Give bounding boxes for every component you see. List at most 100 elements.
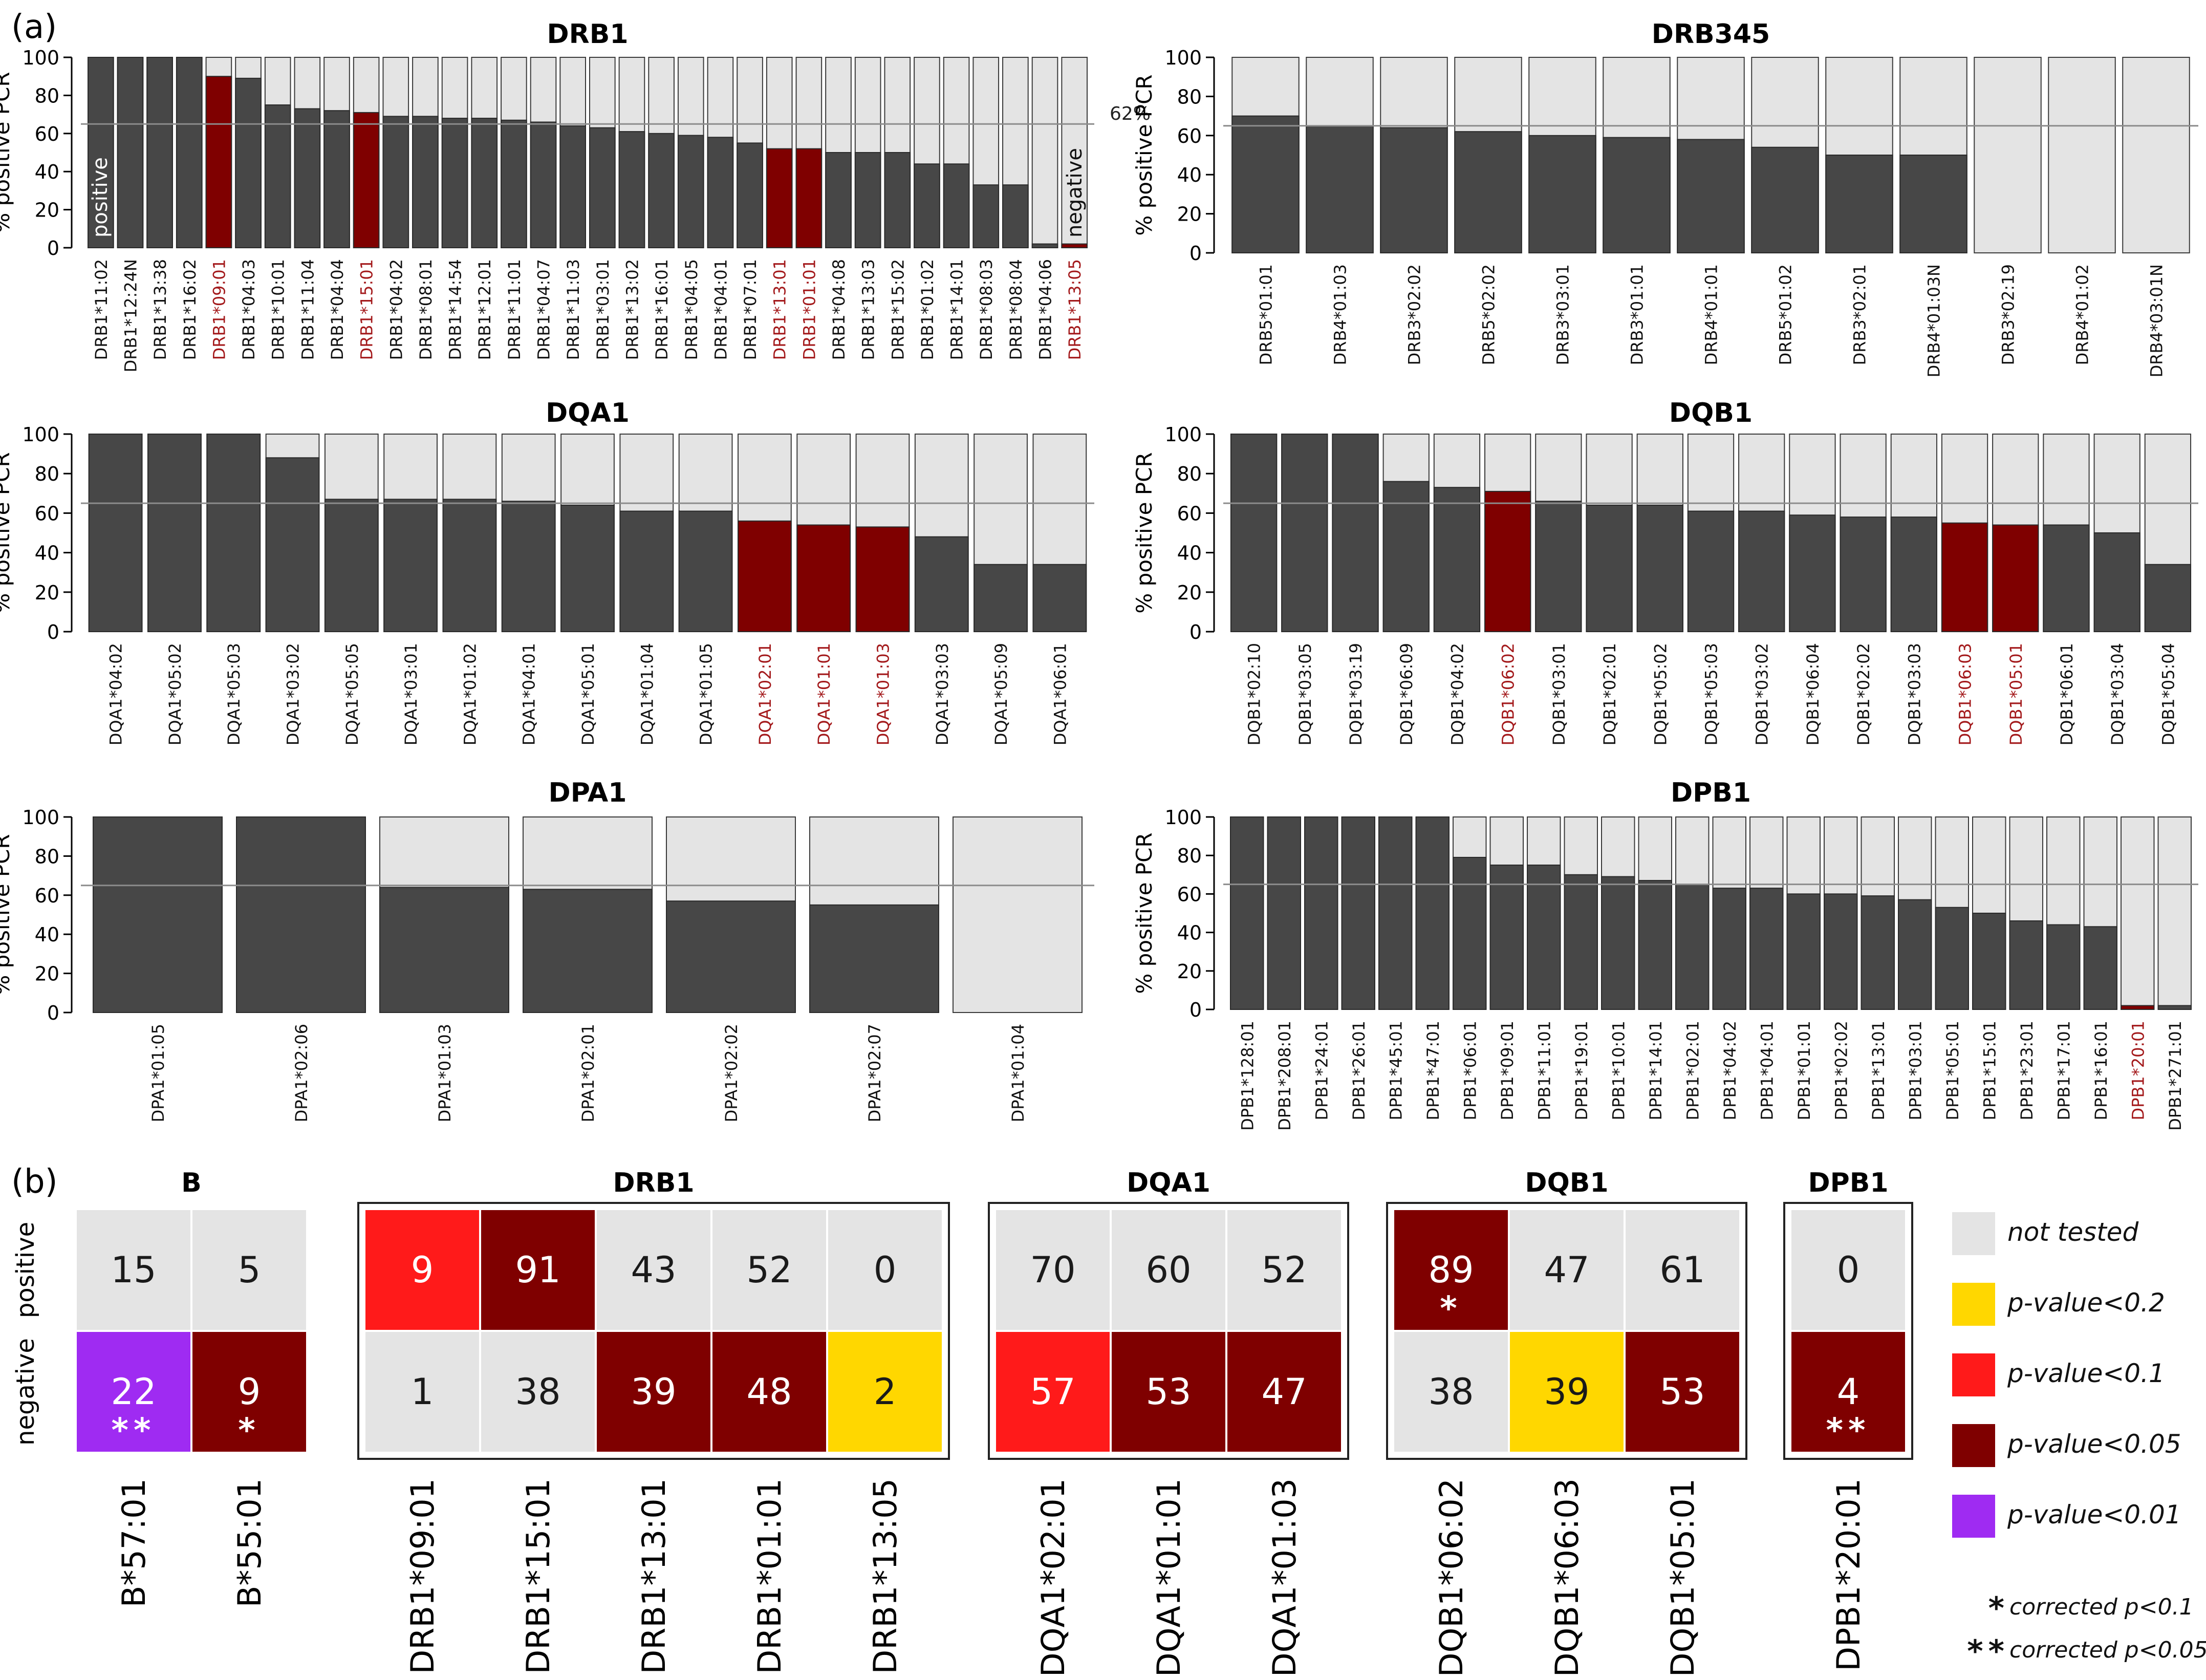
drb345-bar: [1603, 137, 1671, 253]
dqa1-y-tick-label: 0: [47, 621, 59, 643]
dqb1-bar: [1332, 434, 1379, 632]
dpa1-x-tick-label: DPA1*01:04: [1008, 1024, 1028, 1122]
heatmap-b-cell-negative: [75, 1330, 192, 1454]
legend-swatch-p-value-0-1: [1952, 1353, 1995, 1396]
dqb1-x-tick-label: DQB1*06:02: [1499, 643, 1518, 745]
heatmap-drb1-cell-value: 1: [411, 1371, 434, 1413]
dqa1-bar: [619, 510, 674, 632]
dqb1-y-tick-label: 40: [1177, 542, 1202, 565]
heatmap-legend: not tested p-value<0.2 p-value<0.1 p-value<…: [1952, 1212, 2206, 1669]
dpa1-bar: [666, 900, 796, 1014]
dpb1-bar: [1341, 816, 1375, 1010]
dqa1-x-tick-label: DQA1*05:02: [165, 643, 185, 745]
dpb1-x-tick-label: DPB1*04:02: [1720, 1021, 1740, 1120]
heatmap-dqb1-cell-value: 38: [1428, 1371, 1474, 1413]
heatmap-dpb1: DPB1 0 4** DPB1*20:01: [1783, 1168, 1913, 1671]
dqa1-x-tick-label: DQA1*03:01: [401, 643, 421, 745]
heatmap-b-title: B: [181, 1168, 202, 1198]
heatmap-dqa1-cell-value: 70: [1030, 1249, 1075, 1291]
drb345-y-tick-label: 60: [1177, 125, 1202, 147]
drb345-x-tick-label: DRB3*02:02: [1405, 264, 1424, 365]
drb1-x-tick-label: DRB1*04:04: [328, 259, 347, 360]
dqa1-bar: [678, 510, 733, 632]
legend-swatch-p-value-0-2: [1952, 1283, 1995, 1326]
drb1-bar: [825, 152, 852, 248]
heatmap-drb1-cell-negative: [710, 1330, 828, 1454]
heatmap-dqb1-cell-positive: [1392, 1208, 1510, 1332]
dqa1-bar: [324, 499, 379, 632]
heatmap-dqb1-cell-value: 53: [1659, 1371, 1705, 1413]
drb345-bar: [1825, 155, 1893, 253]
dqa1-y-tick-label: 80: [35, 463, 59, 485]
dpb1-bar: [2083, 926, 2117, 1010]
dqa1-y-tick-label: 20: [35, 581, 59, 604]
drb345-title: DRB345: [1652, 19, 1770, 50]
dpb1-bar: [1638, 880, 1672, 1010]
drb345-x-tick-label: DRB4*03:01N: [2147, 264, 2167, 377]
heatmap-dqa1-allele-label: DQA1*02:01: [1034, 1478, 1072, 1677]
legend-label-p-value-0-1: p-value<0.1: [2007, 1359, 2165, 1388]
dpa1-bar: [523, 889, 653, 1013]
drb1-x-tick-label: DRB1*01:02: [918, 259, 937, 360]
drb1-positive-inner-label: positive: [89, 157, 112, 238]
heatmap-drb1-cell-negative: [826, 1330, 944, 1454]
drb345-y-label: % positive PCR: [1132, 74, 1157, 235]
heatmap-dpb1-cell-value: 4: [1837, 1371, 1860, 1413]
drb1-x-tick-label: DRB1*04:06: [1036, 259, 1055, 360]
drb345-x-tick-label: DRB4*01:01: [1702, 264, 1721, 365]
heatmap-dpb1-cell-stars: **: [1826, 1412, 1871, 1450]
drb1-bar: [441, 118, 468, 248]
dpa1-y-tick-label: 40: [35, 923, 59, 946]
drb1-y-tick-label: 20: [35, 199, 59, 222]
dpa1-x-tick-label: DPA1*01:03: [435, 1024, 455, 1122]
drb1-x-tick-label: DRB1*08:01: [416, 259, 436, 360]
dqb1-bar: [1281, 434, 1328, 632]
heatmap-dqa1-cell-positive: [1225, 1208, 1343, 1332]
drb1-bar: [353, 112, 380, 248]
dqb1-x-tick-label: DQB1*03:05: [1295, 643, 1315, 745]
drb1-x-tick-label: DRB1*04:08: [829, 259, 849, 360]
drb345-y-tick-label: 0: [1189, 242, 1202, 265]
dpb1-bar: [1378, 816, 1413, 1010]
heatmap-dqa1-frame: [988, 1202, 1349, 1460]
panel-b-label: (b): [11, 1163, 58, 1201]
dpb1-x-tick-label: DPB1*14:01: [1646, 1021, 1666, 1120]
dqb1-title: DQB1: [1669, 398, 1753, 428]
dqa1-x-tick-label: DQA1*03:02: [284, 643, 303, 745]
dqb1-x-tick-label: DQB1*04:02: [1447, 643, 1467, 745]
dqa1-y-label: % positive PCR: [0, 452, 14, 613]
heatmap-dpb1-allele-label: DPB1*20:01: [1830, 1478, 1867, 1671]
dpa1-x-tick-label: DPA1*01:05: [148, 1024, 168, 1122]
dqb1-x-tick-label: DQB1*03:04: [2108, 643, 2127, 745]
drb345-bar: [1751, 146, 1819, 253]
dqb1-bar: [2093, 532, 2140, 632]
drb345-bar: [1528, 135, 1596, 253]
heatmap-dqb1-cell-negative: [1392, 1330, 1510, 1454]
dpb1-x-tick-label: DPB1*13:01: [1869, 1021, 1888, 1120]
dqb1-x-tick-label: DQB1*03:01: [1549, 643, 1569, 745]
drb1-bar: [972, 184, 1000, 248]
dqb1-bar: [1738, 510, 1785, 632]
dqa1-bar: [265, 457, 320, 632]
dqb1-bar: [1535, 501, 1582, 632]
drb345-bar-bg: [2122, 57, 2190, 253]
dqa1-bar: [796, 524, 851, 633]
drb1-bar: [146, 57, 173, 248]
heatmap-dpb1-cell-negative: [1789, 1330, 1907, 1454]
dpb1-bar: [1712, 888, 1746, 1010]
heatmap-dqa1-cell-negative: [994, 1330, 1112, 1454]
drb1-bar-bg: [1031, 57, 1058, 248]
heatmap-drb1-cell-value: 43: [631, 1249, 676, 1291]
dpb1-x-tick-label: DPB1*128:01: [1238, 1021, 1257, 1131]
dpa1-y-tick-label: 20: [35, 963, 59, 985]
dqb1-bar: [1992, 524, 2039, 633]
drb345-x-tick-label: DRB4*01:03: [1331, 264, 1350, 365]
dqa1-bar: [974, 564, 1028, 633]
drb1-bar: [795, 148, 823, 248]
dpa1-bar: [809, 904, 939, 1014]
heatmap-dqb1-cell-value: 39: [1544, 1371, 1589, 1413]
drb1-bar: [677, 135, 704, 248]
drb345-bar: [1899, 155, 1967, 253]
drb1-bar: [559, 125, 586, 248]
